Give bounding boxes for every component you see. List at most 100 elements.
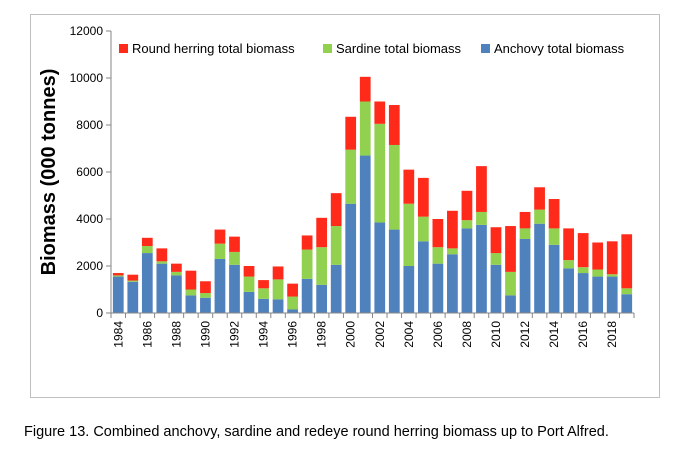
x-tick-label: 1984: [111, 321, 125, 348]
bar-anchovy-2001: [359, 155, 371, 313]
x-axis: 1984 1986 1988 1990 1992 1994 1996 1998 2000 2002…: [110, 312, 635, 348]
legend-swatch: [119, 44, 128, 53]
y-tick-label: 0: [96, 306, 103, 320]
bar-anchovy-2010: [490, 264, 502, 313]
y-axis: 0 2000 4000 6000 8000 10000 12000: [70, 24, 112, 320]
bar-round-2003: [388, 105, 400, 145]
y-tick-label: 6000: [76, 165, 103, 179]
bar-anchovy-1997: [301, 278, 313, 313]
legend-label: Sardine total biomass: [336, 41, 462, 56]
bar-anchovy-1987: [156, 263, 168, 313]
x-tick-label: 2012: [518, 321, 532, 348]
bar-round-1996: [287, 283, 298, 297]
bar-sardine-1988: [171, 271, 182, 276]
chart-frame: Round herring total biomass Sardine total…: [30, 14, 660, 398]
bar-round-2011: [505, 226, 516, 272]
bar-round-2004: [403, 169, 415, 204]
legend-swatch: [481, 44, 490, 53]
x-tick-label: 1996: [286, 321, 300, 348]
bar-anchovy-2014: [548, 244, 560, 313]
bar-sardine-1995: [272, 279, 284, 300]
bar-anchovy-2007: [447, 254, 458, 313]
bar-sardine-2006: [432, 247, 444, 264]
x-tick-label: 2004: [402, 321, 416, 348]
bar-round-2017: [592, 242, 604, 270]
bar-round-1997: [301, 235, 313, 250]
bar-round-2016: [577, 233, 589, 268]
bar-round-1987: [156, 248, 168, 262]
bar-round-2018: [606, 241, 618, 275]
x-tick-label: 1988: [169, 321, 183, 348]
bar-anchovy-2000: [345, 203, 357, 313]
bar-sardine-1987: [156, 261, 168, 264]
bar-round-1994: [258, 280, 269, 289]
bar-sardine-2002: [374, 123, 386, 223]
bar-anchovy-2015: [563, 268, 574, 313]
bar-sardine-1984: [112, 275, 124, 277]
bar-anchovy-2012: [519, 238, 531, 313]
bar-anchovy-1990: [200, 297, 211, 313]
bar-round-2005: [417, 177, 429, 217]
bar-anchovy-1988: [171, 275, 182, 313]
x-tick-label: 1986: [140, 321, 154, 348]
bar-anchovy-2009: [476, 224, 487, 314]
figure-caption: Figure 13. Combined anchovy, sardine and…: [24, 424, 609, 440]
bar-round-2000: [345, 116, 357, 150]
bar-anchovy-1994: [258, 298, 269, 313]
legend-label: Anchovy total biomass: [494, 41, 625, 56]
bar-anchovy-1984: [112, 276, 124, 313]
bar-anchovy-1992: [229, 264, 240, 313]
bar-round-1999: [330, 193, 342, 227]
bar-anchovy-2003: [388, 229, 400, 313]
bar-sardine-2019: [621, 288, 633, 295]
bar-sardine-1999: [330, 226, 342, 265]
bar-anchovy-2016: [577, 273, 589, 313]
x-tick-label: 1992: [228, 321, 242, 348]
x-tick-label: 1998: [315, 321, 329, 348]
bar-sardine-2008: [461, 220, 473, 229]
bar-sardine-2009: [476, 211, 487, 225]
bars-group: [112, 76, 633, 314]
bar-anchovy-1998: [316, 284, 328, 313]
x-tick-label: 2008: [460, 321, 474, 348]
bar-round-2006: [432, 219, 444, 248]
x-tick-label: 2014: [547, 321, 561, 348]
bar-anchovy-1999: [330, 264, 342, 313]
bar-anchovy-2013: [534, 223, 545, 313]
bar-sardine-1997: [301, 249, 313, 279]
bar-sardine-1993: [243, 276, 255, 292]
bar-sardine-1986: [141, 246, 153, 254]
bar-round-1984: [112, 273, 124, 276]
bar-anchovy-2018: [606, 276, 618, 313]
bar-sardine-2018: [606, 274, 618, 277]
bar-sardine-2010: [490, 253, 502, 265]
x-tick-label: 2000: [344, 321, 358, 348]
bar-anchovy-1995: [272, 299, 284, 313]
bar-sardine-2016: [577, 267, 589, 274]
bar-anchovy-2004: [403, 266, 415, 313]
bar-round-1990: [200, 281, 211, 294]
y-tick-label: 8000: [76, 118, 103, 132]
x-tick-label: 2006: [431, 321, 445, 348]
bar-anchovy-2011: [505, 295, 516, 314]
bar-anchovy-2006: [432, 263, 444, 313]
bar-sardine-1985: [127, 280, 139, 282]
bar-round-2013: [534, 187, 545, 210]
bar-sardine-2017: [592, 269, 604, 277]
bar-anchovy-2002: [374, 222, 386, 313]
bar-sardine-2000: [345, 149, 357, 204]
bar-round-1986: [141, 237, 153, 247]
bar-round-1995: [272, 266, 284, 280]
bar-round-2012: [519, 211, 531, 229]
bar-round-2009: [476, 166, 487, 212]
x-tick-label: 2018: [605, 321, 619, 348]
bar-anchovy-2008: [461, 228, 473, 313]
x-tick-label: 2002: [373, 321, 387, 348]
bar-round-2007: [447, 210, 458, 249]
bar-sardine-2015: [563, 260, 574, 269]
y-tick-label: 4000: [76, 212, 103, 226]
bar-round-2010: [490, 227, 502, 254]
bar-anchovy-1991: [214, 258, 226, 313]
bar-round-2019: [621, 234, 633, 289]
bar-sardine-1992: [229, 251, 240, 265]
